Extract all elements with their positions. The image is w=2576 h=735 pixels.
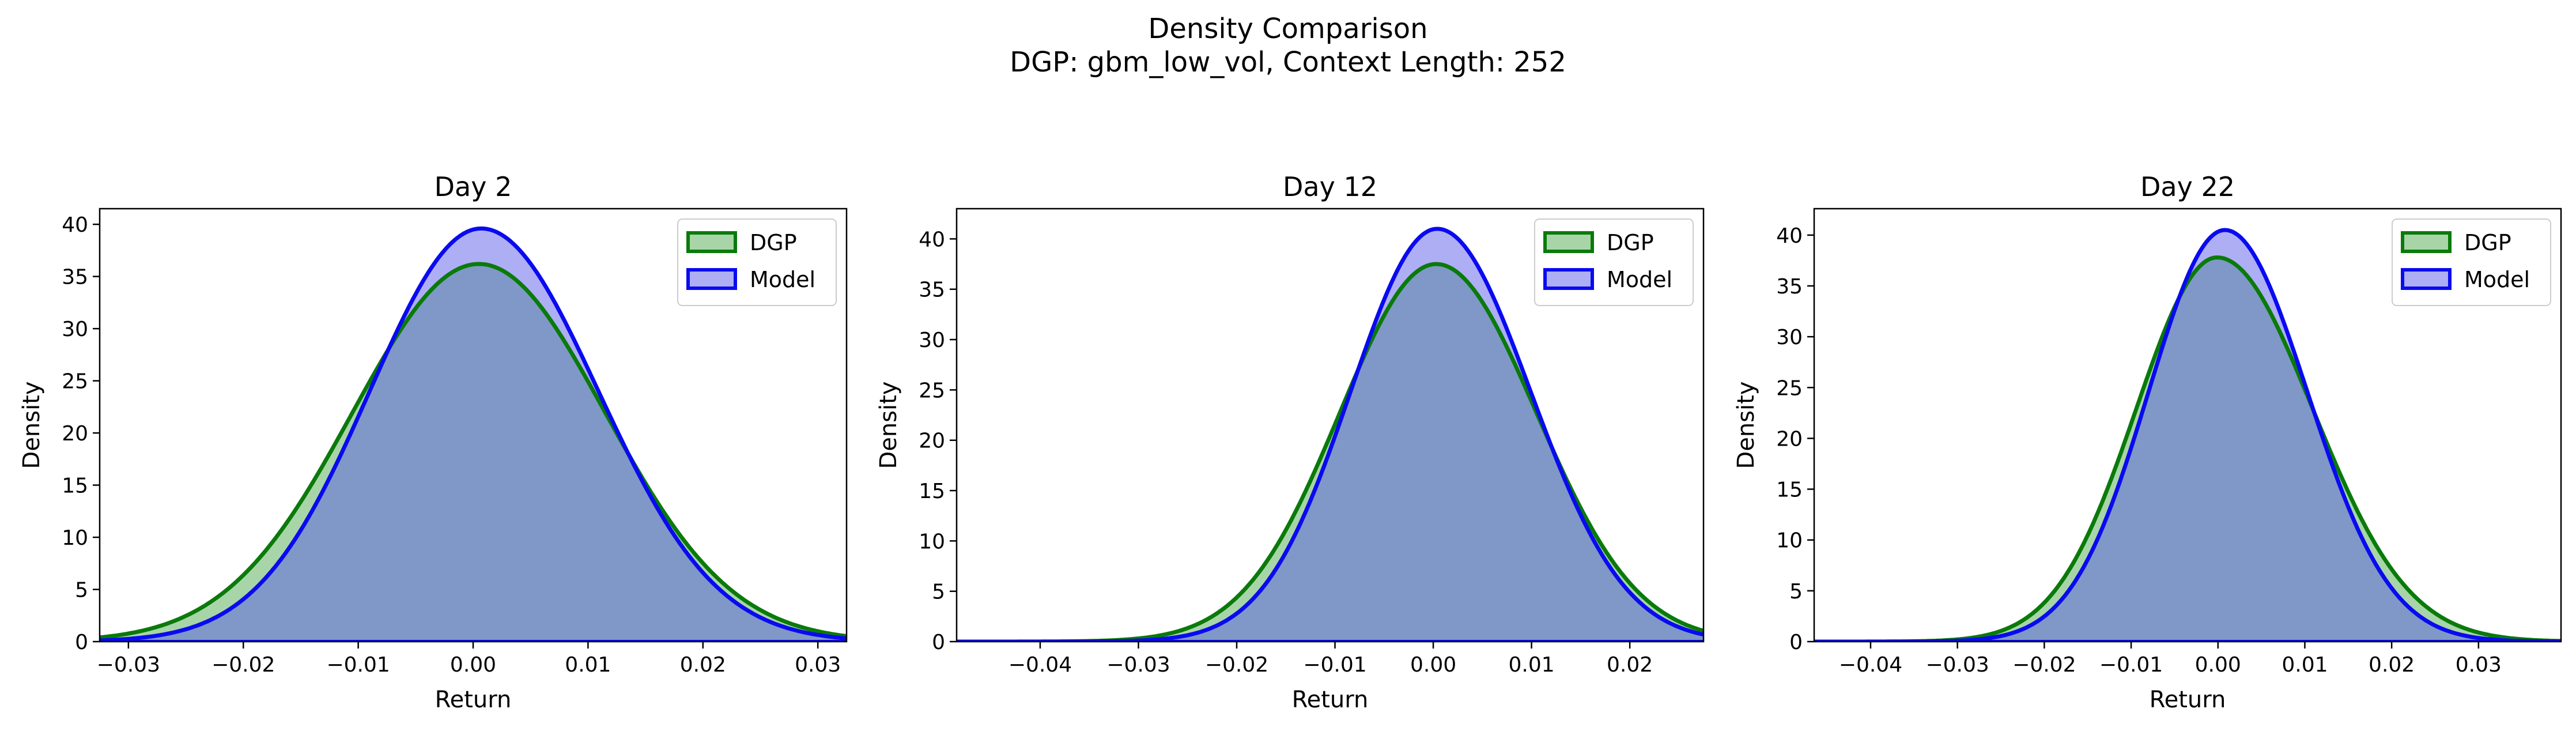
y-tick-label: 20 [62, 422, 88, 446]
x-tick-label: −0.03 [97, 653, 160, 677]
x-tick-label: −0.03 [1925, 653, 1989, 677]
legend: DGP Model [2392, 218, 2551, 306]
subplot-2: −0.04 −0.03 −0.02 −0.01 0.00 0.01 0.02 0 5 10 15 20… [875, 171, 1705, 713]
y-tick-label: 5 [75, 579, 88, 602]
x-tick-label: 0.02 [2369, 653, 2415, 677]
line-model [100, 226, 847, 642]
area-overlap [100, 263, 847, 642]
x-tick-label: 0.01 [1509, 653, 1555, 677]
x-tick-label: −0.02 [1205, 653, 1268, 677]
y-tick-label: 15 [919, 480, 945, 503]
figure-title-line-2: DGP: gbm_low_vol, Context Length: 252 [1010, 46, 1566, 78]
y-axis-label: Density [1733, 381, 1759, 469]
x-tick-label: 0.00 [2195, 653, 2241, 677]
legend-swatch-dgp [686, 231, 737, 253]
x-tick-label: 0.01 [565, 653, 611, 677]
y-tick-label: 5 [1789, 580, 1803, 604]
y-axis-label: Density [18, 381, 45, 469]
subplot-panels: −0.03 −0.02 −0.01 0.00 0.01 0.02 0.03 0 5 10 15 20 2… [18, 171, 2562, 713]
subplot-1: −0.03 −0.02 −0.01 0.00 0.01 0.02 0.03 0 5 10 15 20 2… [18, 171, 848, 713]
y-tick-label: 5 [932, 581, 945, 604]
y-tick-label: 35 [919, 278, 945, 302]
y-tick-label: 30 [919, 329, 945, 352]
x-axis-label: Return [2150, 687, 2226, 713]
area-overlap [1814, 257, 2561, 642]
y-tick-label: 15 [1776, 478, 1803, 502]
legend: DGP Model [1534, 218, 1694, 306]
subplot-title: Day 12 [1283, 171, 1377, 202]
x-tick-label: −0.04 [1839, 653, 1902, 677]
y-tick-label: 40 [62, 213, 88, 237]
subplot-3: −0.04 −0.03 −0.02 −0.01 0.00 0.01 0.02 0.03 0 5 10… [1733, 171, 2562, 713]
x-tick-label: −0.02 [211, 653, 275, 677]
y-tick-label: 40 [919, 228, 945, 251]
y-tick-label: 35 [62, 266, 88, 289]
y-tick-label: 35 [1776, 275, 1803, 299]
y-tick-label: 25 [1776, 376, 1803, 400]
x-tick-label: 0.03 [795, 653, 841, 677]
legend-swatch-dgp [2401, 231, 2452, 253]
legend-label-model: Model [750, 267, 815, 292]
x-tick-label: 0.02 [680, 653, 726, 677]
legend-label-dgp: DGP [1607, 230, 1654, 255]
axes-frame [1813, 208, 2562, 643]
legend-label-model: Model [1607, 267, 1672, 292]
y-tick-label: 40 [1776, 224, 1803, 248]
x-tick-label: −0.02 [2012, 653, 2076, 677]
axes-frame [955, 208, 1705, 643]
x-tick-label: 0.00 [1410, 653, 1456, 677]
legend-label-dgp: DGP [750, 230, 797, 255]
plot-area-1 [100, 226, 847, 642]
x-tick-label: 0.03 [2456, 653, 2502, 677]
legend-swatch-model [686, 268, 737, 290]
y-tick-label: 25 [919, 379, 945, 402]
x-tick-label: −0.01 [2099, 653, 2163, 677]
y-tick-label: 0 [932, 631, 945, 654]
y-tick-label: 20 [919, 429, 945, 453]
x-tick-label: 0.02 [1607, 653, 1653, 677]
x-tick-label: 0.01 [2282, 653, 2328, 677]
x-axis-label: Return [435, 687, 512, 713]
subplot-title: Day 22 [2140, 171, 2235, 202]
y-tick-label: 30 [1776, 326, 1803, 349]
legend-swatch-model [1543, 268, 1594, 290]
y-tick-label: 25 [62, 370, 88, 394]
legend-swatch-dgp [1543, 231, 1594, 253]
x-tick-label: −0.03 [1106, 653, 1170, 677]
x-tick-label: −0.04 [1009, 653, 1072, 677]
y-tick-label: 10 [1776, 529, 1803, 553]
x-tick-label: −0.01 [1303, 653, 1366, 677]
y-axis-label: Density [875, 381, 902, 469]
legend-swatch-model [2401, 268, 2452, 290]
y-tick-label: 10 [62, 526, 88, 550]
legend: DGP Model [677, 218, 837, 306]
legend-label-model: Model [2464, 267, 2530, 292]
x-tick-label: 0.00 [450, 653, 496, 677]
x-tick-label: −0.01 [326, 653, 390, 677]
y-tick-label: 30 [62, 318, 88, 341]
y-tick-label: 20 [1776, 427, 1803, 451]
figure-title-line-1: Density Comparison [1148, 13, 1427, 45]
legend-label-dgp: DGP [2464, 230, 2511, 255]
subplot-title: Day 2 [435, 171, 512, 202]
y-tick-label: 15 [62, 474, 88, 498]
y-tick-label: 10 [919, 530, 945, 553]
line-dgp [100, 262, 847, 640]
x-axis-label: Return [1292, 687, 1369, 713]
y-tick-label: 0 [1789, 631, 1803, 654]
y-tick-label: 0 [75, 631, 88, 654]
